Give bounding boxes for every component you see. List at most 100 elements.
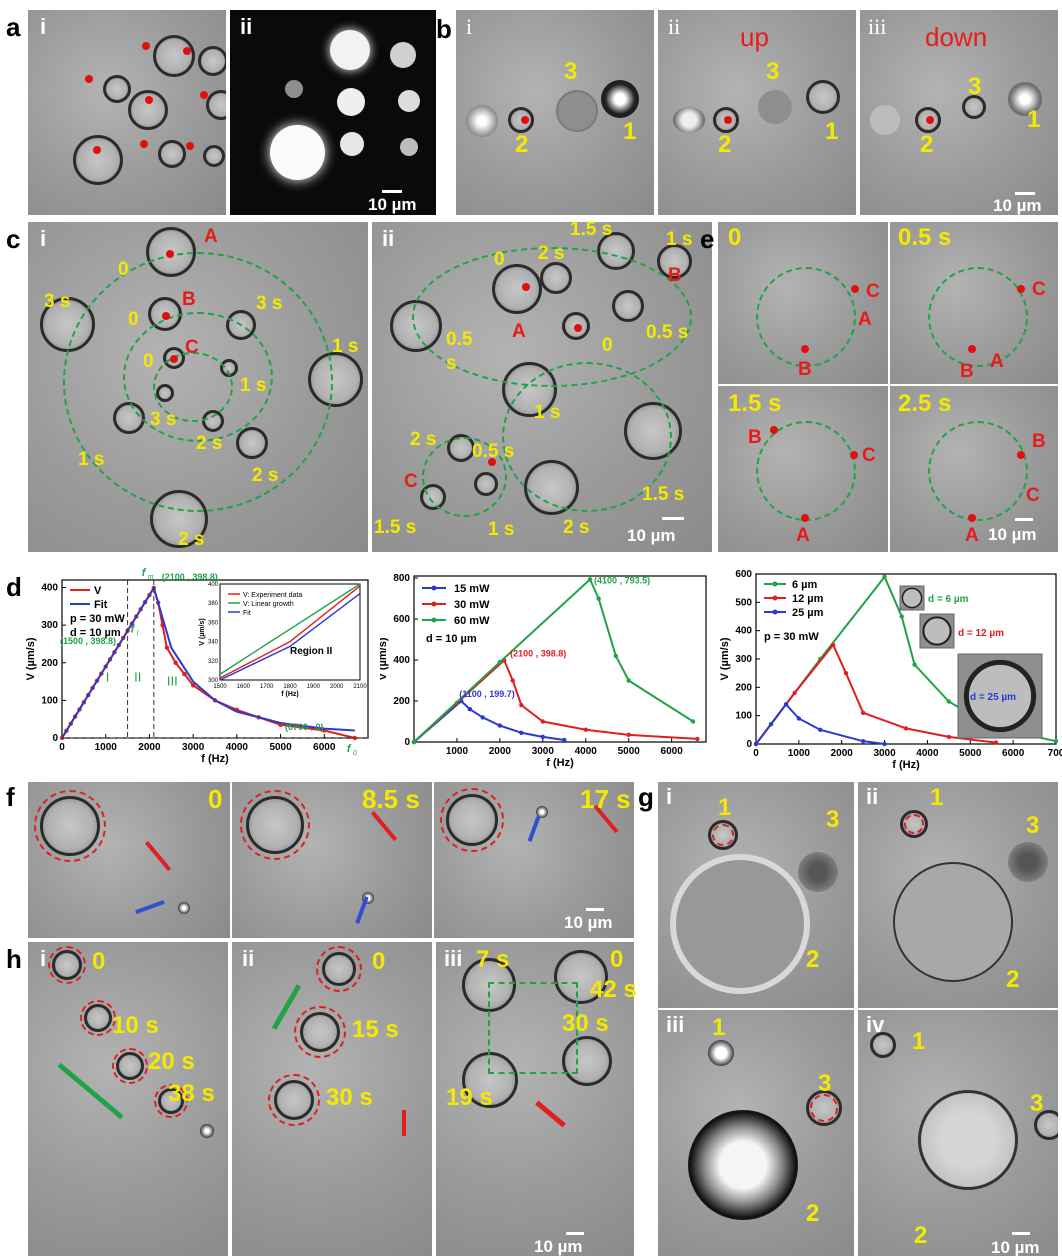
panel-letter-f: f (6, 782, 15, 812)
large-bubble (918, 1090, 1018, 1190)
fluorescent-spot (390, 42, 416, 68)
trapped-particle-dot (850, 451, 858, 459)
y-tick-label: 200 (735, 682, 752, 693)
trapped-particle-dot (1017, 285, 1025, 293)
dark-particle (798, 852, 838, 892)
data-point (946, 734, 952, 740)
x-tick-label: 5000 (269, 742, 292, 753)
highlight-circle (48, 946, 86, 984)
data-point (519, 730, 524, 735)
x-tick-label: 2000 (831, 748, 854, 759)
inset-x-tick: 2100 (353, 684, 367, 690)
legend-label: 25 µm (792, 607, 824, 619)
region-label-II: II (134, 670, 141, 685)
time-label: 1 s (488, 519, 515, 540)
panel-e-0-image (718, 222, 888, 384)
scale-label: 10 µm (991, 1238, 1040, 1256)
annotation-fl: (1500 , 398.8) (60, 636, 116, 646)
y-tick-label: 100 (735, 711, 752, 722)
particle-label: C (1032, 279, 1046, 300)
highlight-circle (154, 1084, 188, 1118)
panel-g-ii-image (858, 782, 1058, 1008)
data-point (903, 726, 909, 731)
inset-frame (219, 583, 361, 681)
fluorescent-spot (400, 138, 418, 156)
bright-particle (673, 107, 705, 133)
particle-label-1: 1 (1027, 106, 1041, 133)
x-axis-label: f (Hz) (201, 753, 229, 765)
particle-label: C (862, 445, 876, 466)
annotation-30mw: (2100 , 398.8) (510, 648, 566, 658)
panel-c-sub-i: i (40, 226, 47, 251)
bubble (198, 46, 226, 76)
panel-letter-h: h (6, 944, 22, 974)
bright-particle (466, 105, 498, 137)
particle-label: A (990, 351, 1004, 372)
x-tick-label: 3000 (532, 746, 555, 757)
label-up: up (740, 22, 769, 52)
time-label: 17 s (580, 784, 631, 814)
time-label: 0 (372, 948, 386, 975)
bubble (73, 135, 123, 185)
particle-label: A (796, 525, 810, 546)
time-label: 0 (128, 309, 139, 330)
plot-frame (413, 575, 707, 743)
y-tick-label: 300 (41, 620, 58, 631)
trapped-particle-dot (142, 42, 150, 50)
legend-marker (431, 585, 437, 591)
time-label: 0 (728, 224, 742, 251)
large-bubble (893, 862, 1013, 982)
particle-label: B (798, 359, 812, 380)
data-point (860, 738, 866, 744)
fluorescent-spot (285, 80, 303, 98)
red-arrow (535, 1100, 566, 1128)
data-point (587, 577, 593, 582)
data-point (626, 678, 631, 683)
x-tick-label: 0 (753, 748, 759, 759)
bubble (153, 35, 195, 77)
panel-h-sub-iii: iii (444, 946, 463, 971)
inset-bubble (901, 587, 923, 609)
trapped-particle-dot (170, 355, 178, 363)
inset-y-tick: 380 (208, 601, 219, 607)
bubble (562, 1036, 612, 1086)
data-point (510, 678, 515, 683)
panel-b-ii-image (658, 10, 856, 215)
trajectory-circle (928, 421, 1028, 521)
time-label: 3 s (256, 293, 283, 314)
data-point (164, 645, 170, 650)
fluorescent-spot (340, 132, 364, 156)
data-point (411, 739, 417, 745)
data-point (690, 719, 696, 724)
data-point (596, 596, 601, 601)
particle-label-3: 3 (826, 806, 840, 833)
trapped-particle-dot (140, 140, 148, 148)
time-label: 0 (143, 351, 154, 372)
trajectory-circle-a (63, 252, 333, 512)
panel-b-sub-ii: ii (668, 14, 681, 39)
x-axis-label: f (Hz) (546, 757, 574, 769)
bubble (203, 145, 225, 167)
panel-a-ii-fluorescence-image: 10 µm (230, 10, 436, 215)
time-label: 0.5 s (472, 441, 515, 462)
data-point (562, 737, 567, 743)
y-tick-label: 300 (735, 654, 752, 665)
x-tick-label: 700 (1048, 748, 1062, 759)
dark-particle (1008, 842, 1048, 882)
particle-label-1: 1 (712, 1014, 726, 1041)
panel-c-sub-ii: ii (382, 226, 395, 251)
label-down: down (925, 22, 988, 52)
panel-c-i-image (28, 222, 368, 552)
trapped-particle-dot (770, 426, 778, 434)
data-point (519, 702, 524, 708)
time-label: 2 s (196, 433, 223, 454)
inset-series-linear (219, 583, 361, 675)
annotation-f0: (6700 , 0) (285, 722, 324, 732)
particle-label-2: 2 (806, 946, 820, 973)
data-point (540, 734, 546, 740)
time-label: 0 (118, 259, 129, 280)
time-label: 0 (208, 784, 223, 814)
series-line-25-µm (755, 702, 885, 745)
panel-letter-c: c (6, 224, 21, 254)
y-tick-label: 600 (393, 614, 410, 625)
